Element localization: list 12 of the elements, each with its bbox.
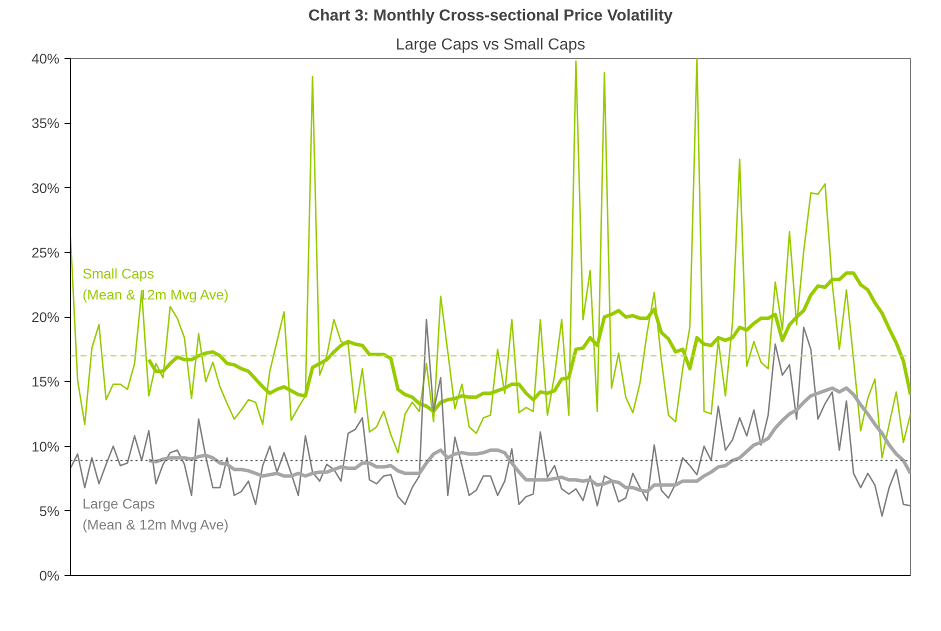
y-tick-label: 30% — [31, 180, 60, 196]
y-tick-label: 35% — [31, 115, 60, 132]
y-tick-label: 10% — [31, 438, 60, 454]
y-tick-label: 15% — [31, 374, 60, 390]
y-tick-label: 20% — [31, 309, 60, 325]
y-tick-label: 40% — [31, 50, 60, 66]
y-tick-label: 25% — [31, 244, 60, 260]
y-tick-label: 5% — [39, 502, 60, 519]
annotation: Large Caps (Mean & 12m Mvg Ave) — [82, 496, 229, 532]
chart-subtitle: Large Caps vs Small Caps — [396, 36, 586, 54]
y-tick-label: 0% — [39, 568, 60, 584]
chart-title: Chart 3: Monthly Cross-sectional Price Volatility — [308, 8, 673, 24]
